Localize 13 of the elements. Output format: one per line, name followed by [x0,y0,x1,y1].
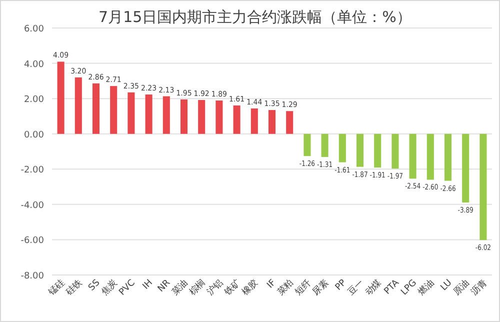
y-tick-label: -8.00 [20,272,44,282]
y-tick-label: 4.00 [24,60,44,70]
y-tick-label: -4.00 [20,200,44,211]
y-tick-label: 0.00 [24,130,44,140]
y-tick-label: 2.00 [24,95,44,106]
x-tick-label: PTA [382,277,402,297]
y-tick-label: -2.00 [20,166,44,176]
y-tick-label: 6.00 [24,24,44,34]
x-tick-label: 橡胶 [240,277,261,298]
y-tick-label: -6.00 [20,236,44,246]
title: 7月15日国内期市主力合约涨跌幅（单位：%） [98,8,412,26]
x-tick-label: IH [141,278,155,292]
x-tick-label: 燃油 [416,277,437,298]
